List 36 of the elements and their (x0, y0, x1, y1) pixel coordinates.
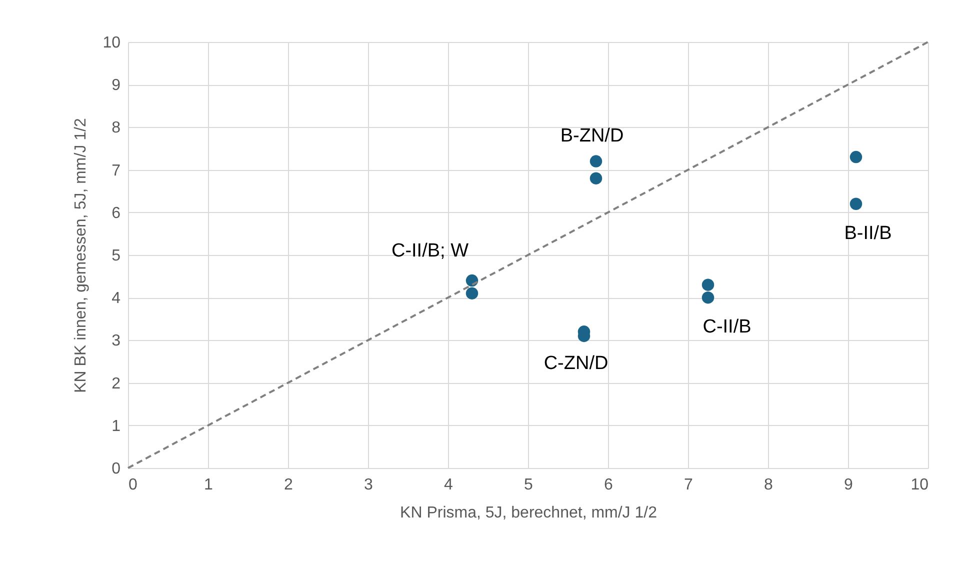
x-tick-label: 7 (684, 476, 694, 494)
y-tick-label: 3 (112, 332, 121, 350)
y-tick-label: 9 (112, 77, 121, 94)
point (466, 287, 478, 300)
x-tick-label: 6 (604, 476, 614, 494)
y-tick-label: 2 (112, 375, 121, 392)
annotation: B-II/B (844, 222, 892, 244)
annotation: C-ZN/D (544, 352, 608, 374)
y-tick-label: 10 (102, 34, 121, 52)
point (850, 198, 862, 210)
y-tick-label: 5 (112, 248, 121, 264)
x-tick-label: 3 (364, 476, 374, 494)
y-tick-label: 4 (112, 290, 121, 308)
x-tick-label: 1 (204, 476, 214, 494)
x-tick-label: 9 (844, 476, 854, 494)
y-tick-label: 0 (112, 460, 121, 478)
point (850, 150, 862, 164)
y-axis-title: KN BK innen, gemessen, 5J, mm/J 1/2 (72, 118, 90, 393)
y-tick-label: 1 (112, 418, 121, 435)
x-tick-label: 10 (910, 476, 929, 494)
x-tick-label: 0 (128, 476, 138, 494)
x-tick-label: 2 (284, 476, 294, 494)
y-tick-label: 8 (112, 120, 121, 137)
x-axis-title: KN Prisma, 5J, berechnet, mm/J 1/2 (400, 504, 658, 522)
x-tick-label: 4 (444, 476, 454, 494)
point (590, 172, 602, 184)
point (702, 291, 714, 304)
point (702, 278, 714, 291)
point (590, 155, 602, 168)
annotation: C-II/B (702, 316, 752, 338)
x-tick-label: 8 (764, 476, 774, 494)
y-tick-label: 6 (112, 204, 121, 222)
annotation: B-ZN/D (560, 125, 624, 146)
y-tick-label: 7 (112, 162, 121, 180)
annotation: C-II/B; W (391, 240, 469, 262)
x-tick-label: 5 (524, 476, 534, 494)
